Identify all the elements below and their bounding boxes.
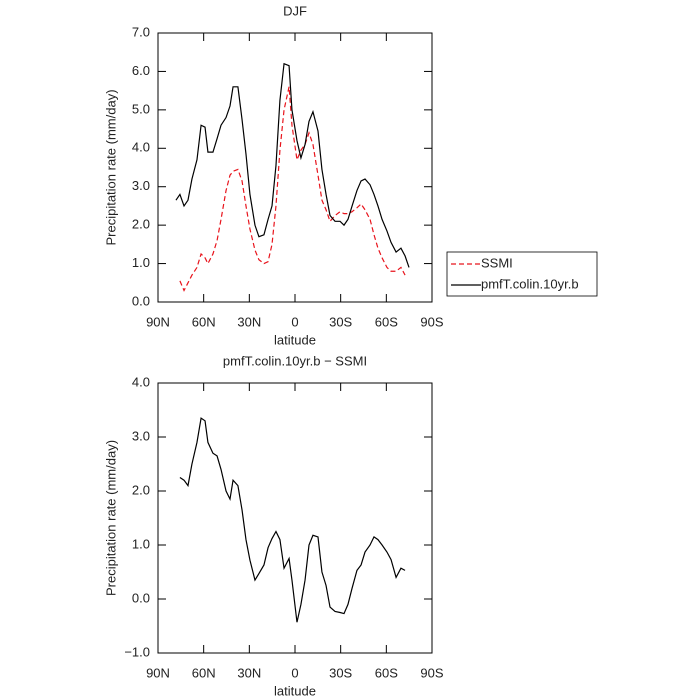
plot-frame: [157, 382, 433, 654]
data-line: [179, 417, 406, 623]
y-tick-label: 2.0: [132, 482, 150, 497]
y-tick-label: −1.0: [124, 644, 150, 659]
x-tick-label: 0: [291, 665, 298, 680]
x-tick-label: 30N: [237, 314, 261, 329]
y-tick-label: 3.0: [132, 428, 150, 443]
x-tick-label: 90S: [420, 665, 443, 680]
chart: DJF latitude Precipitation rate (mm/day) 0.…: [103, 3, 598, 347]
x-tick-label: 60S: [375, 314, 398, 329]
x-tick-label: 60N: [192, 665, 216, 680]
y-tick-label: 0.0: [132, 590, 150, 605]
x-axis-label: latitude: [274, 683, 316, 698]
y-tick-label: 1.0: [132, 536, 150, 551]
x-tick-label: 90N: [146, 314, 170, 329]
data-line: [175, 62, 410, 268]
y-tick-label: 1.0: [132, 255, 150, 270]
x-tick-label: 90N: [146, 665, 170, 680]
legend-box: [446, 251, 598, 297]
y-tick-label: 5.0: [132, 101, 150, 116]
y-tick-label: 3.0: [132, 178, 150, 193]
chart-title: pmfT.colin.10yr.b − SSMI: [223, 353, 367, 368]
x-tick-label: 30S: [329, 314, 352, 329]
y-tick-label: 4.0: [132, 140, 150, 155]
x-tick-label: 90S: [420, 314, 443, 329]
data-line: [179, 86, 406, 292]
x-tick-label: 60N: [192, 314, 216, 329]
y-tick-label: 0.0: [132, 293, 150, 308]
chart-title: DJF: [283, 3, 307, 18]
y-tick-label: 6.0: [132, 63, 150, 78]
x-tick-label: 30N: [237, 665, 261, 680]
x-tick-label: 60S: [375, 665, 398, 680]
y-tick-label: 2.0: [132, 217, 150, 232]
legend-label: SSMI: [481, 255, 513, 270]
x-tick-label: 0: [291, 314, 298, 329]
y-axis-label: Precipitation rate (mm/day): [103, 440, 118, 596]
plot-frame: [157, 32, 433, 303]
y-tick-label: 7.0: [132, 24, 150, 39]
y-axis-label: Precipitation rate (mm/day): [103, 89, 118, 245]
x-axis-label: latitude: [274, 332, 316, 347]
legend: SSMI pmfT.colin.10yr.b: [446, 251, 598, 297]
y-tick-label: 4.0: [132, 374, 150, 389]
chart: pmfT.colin.10yr.b − SSMI latitude Precipit…: [103, 353, 443, 698]
x-tick-label: 30S: [329, 665, 352, 680]
legend-label: pmfT.colin.10yr.b: [481, 276, 579, 291]
